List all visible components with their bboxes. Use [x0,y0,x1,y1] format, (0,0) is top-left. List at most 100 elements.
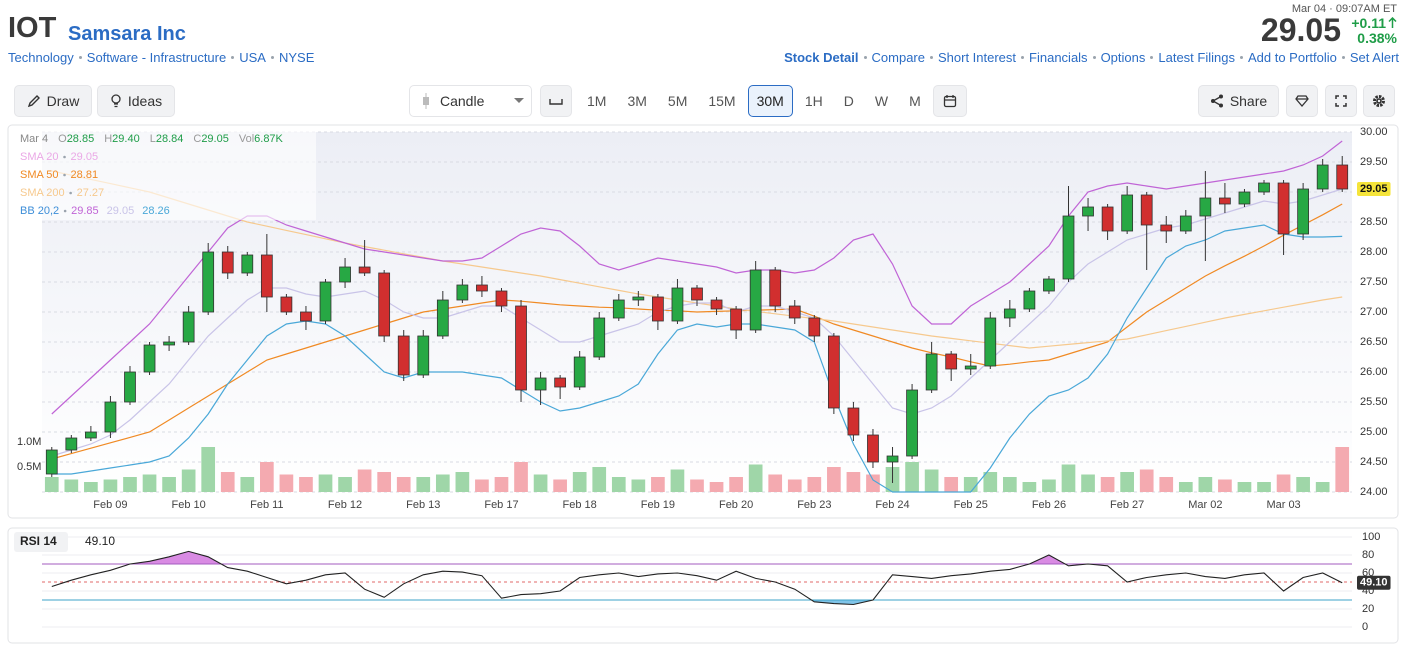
volume-bar [1061,464,1076,492]
candle-body [788,305,801,319]
separator [1092,56,1096,59]
volume-bar [709,482,724,492]
volume-bar [611,477,626,492]
legend-value: 29.05 [71,151,99,163]
volume-bar [396,477,411,492]
candle-body [886,455,899,463]
calendar-button[interactable] [933,85,967,117]
candle-body [1316,164,1329,190]
draw-button[interactable]: Draw [14,85,92,117]
volume-bar [1022,482,1037,492]
interval-button[interactable]: 3M [627,93,647,109]
candle-body [300,311,312,322]
settings-button[interactable] [1363,85,1395,117]
interval-button[interactable]: 30M [747,85,793,117]
volume-bar [846,472,861,492]
volume-bar [572,472,587,492]
rsi-value: 49.10 [85,534,115,548]
nav-link[interactable]: Financials [1029,50,1088,65]
candle-body [85,431,97,439]
legend-value: 28.84 [156,133,184,145]
interval-button[interactable]: 5M [667,93,688,109]
volume-tick-label: 0.5M [17,461,41,473]
tag-link[interactable]: Software - Infrastructure [86,50,227,65]
gear-icon [1373,95,1385,107]
nav-link[interactable]: Short Interest [937,50,1017,65]
x-tick-label: Feb 12 [328,499,362,511]
volume-bar [514,462,528,492]
candle-body [1179,215,1192,232]
candle-body [964,365,977,370]
y-tick-label: 80 [1362,549,1374,561]
share-button[interactable]: Share [1198,85,1279,117]
separator [1341,56,1345,59]
rsi-badge [1357,575,1391,590]
interval-button[interactable]: 15M [708,93,736,109]
volume-bar [670,469,685,492]
nav-link[interactable]: Latest Filings [1158,50,1235,65]
candle-body [554,377,567,388]
y-tick-label: 27.50 [1360,276,1388,288]
ideas-button[interactable]: Ideas [97,85,175,117]
up-arrow [1388,17,1397,28]
candle-body [417,335,430,376]
nav-link[interactable]: Stock Detail [784,50,859,65]
legend-name: SMA 50 [20,169,59,181]
interval-button[interactable]: 1H [804,93,823,109]
volume-bar [220,472,235,492]
nav-link[interactable]: Compare [871,50,925,65]
chart-type-select[interactable]: Candle [409,85,532,117]
change-percent: 0.38% [1357,30,1397,46]
chart-type-label: Candle [440,93,485,109]
legend-key: L [150,133,156,145]
tag-link[interactable]: USA [239,50,266,65]
volume-bar [1178,482,1193,492]
volume-bar [1257,482,1271,492]
x-tick-label: Feb 18 [563,499,597,511]
x-tick-label: Feb 26 [1032,499,1066,511]
x-tick-label: Mar 03 [1266,499,1300,511]
volume-bar [84,482,98,492]
range-icon [549,99,563,105]
volume-bar [533,474,548,492]
interval-button[interactable]: W [874,93,889,109]
fullscreen-button[interactable] [1325,85,1357,117]
volume-bar [787,479,802,492]
volume-bar [1042,479,1056,492]
x-tick-label: Feb 13 [406,499,440,511]
volume-bar [142,474,157,492]
nav-link[interactable]: Set Alert [1349,50,1399,65]
candle-body [280,296,293,313]
volume-bar [827,467,841,492]
candle-body [202,251,215,313]
candle-body [867,434,879,463]
separator [270,56,274,59]
candle-body [221,251,234,274]
nav-link[interactable]: Add to Portfolio [1247,50,1337,65]
y-tick-label: 20 [1362,603,1374,615]
volume-bar [435,474,450,492]
company-name[interactable]: Samsara Inc [68,23,186,45]
nav-link[interactable]: Options [1100,50,1146,65]
candle-body [1336,164,1349,190]
legend-key: C [193,133,201,145]
candle-body [124,371,136,403]
tag-link[interactable]: NYSE [278,50,315,65]
interval-button[interactable]: M [909,93,921,109]
share-label: Share [1229,93,1268,109]
interval-button[interactable]: D [843,93,854,109]
volume-bar [64,479,79,492]
rsi-line [51,550,1343,606]
volume-bar [416,477,431,492]
range-button[interactable] [540,85,572,117]
legend-key: Vol [239,133,254,145]
candle-body [358,266,371,274]
tag-link[interactable]: Technology [8,50,74,65]
legend-date: Mar 4 [20,133,48,145]
volume-bar [299,477,313,492]
premium-button[interactable] [1286,85,1318,117]
volume-bar [181,469,196,492]
interval-button[interactable]: 1M [587,93,607,109]
volume-bar [1159,477,1174,492]
